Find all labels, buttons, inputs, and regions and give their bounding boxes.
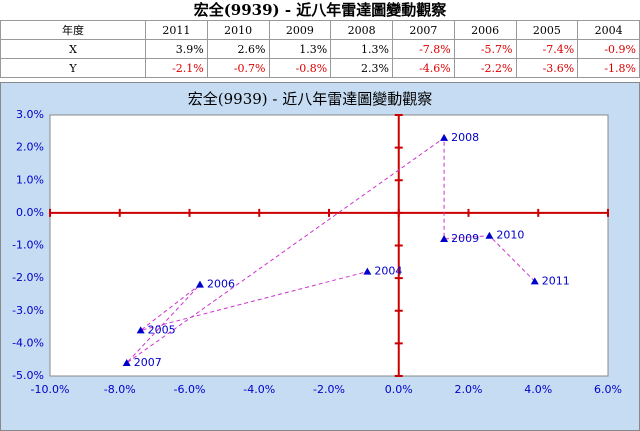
table-cell: -7.8% [392,39,455,59]
table-cell: 2.6% [206,39,270,59]
point-label: 2004 [374,265,402,278]
table-cell: 1.3% [330,39,393,59]
point [122,358,131,366]
table-cell: -1.8% [577,58,640,78]
table-cell: -0.8% [268,58,332,78]
point [363,267,372,275]
table-cell: 2009 [268,20,332,40]
y-tick-label: -4.0% [12,336,44,349]
point [485,231,494,239]
x-tick-label: 4.0% [524,383,552,396]
table-cell: 2011 [145,20,208,40]
table-cell: 2006 [453,20,517,40]
table-cell: 2004 [577,20,640,40]
table-cell: -3.6% [515,58,579,78]
y-tick-label: 2.0% [16,141,44,154]
point-label: 2006 [207,278,235,291]
point-label: 2009 [451,232,479,245]
point [136,326,145,334]
table-cell: 2005 [515,20,579,40]
y-tick-label: -5.0% [12,369,44,382]
table-row: X 3.9% 2.6% 1.3% 1.3% -7.8% -5.7% -7.4% -0.9% [0,39,640,59]
table-cell: -4.6% [392,58,455,78]
y-tick-label: 1.0% [16,173,44,186]
x-tick-label: -6.0% [174,383,206,396]
point-label: 2007 [134,356,162,369]
table-cell: -2.1% [145,58,208,78]
table-cell: 3.9% [145,39,208,59]
table-cell: X [0,39,146,59]
table-cell: 1.3% [268,39,332,59]
table-cell: -0.7% [206,58,270,78]
y-tick-label: 0.0% [16,206,44,219]
connector-line [126,136,536,364]
x-tick-label: -2.0% [313,383,345,396]
table-header: 年度 2011 2010 2009 2008 2007 2006 2005 2004 [0,20,640,40]
table-cell: -0.9% [577,39,640,59]
x-tick-label: 2.0% [455,383,483,396]
point [530,277,539,285]
table-cell: 年度 [0,20,146,40]
table-cell: -2.2% [453,58,517,78]
x-tick-label: -4.0% [243,383,275,396]
data-table: 年度 2011 2010 2009 2008 2007 2006 2005 2004 X 3.9% 2… [0,20,640,78]
point [440,234,449,242]
table-cell: 2008 [330,20,393,40]
point [440,133,449,141]
point-label: 2008 [451,131,479,144]
table-cell: -7.4% [515,39,579,59]
table-cell: 2.3% [330,58,393,78]
y-tick-label: 3.0% [16,108,44,121]
plot-area [49,114,609,377]
table-title: 宏全(9939) - 近八年雷達圖變動觀察 [193,1,447,19]
point-label: 2005 [148,323,176,336]
table-cell: 2010 [206,20,270,40]
point [195,280,204,288]
table-cell: -5.7% [453,39,517,59]
chart-title: 宏全(9939) - 近八年雷達圖變動觀察 [188,90,432,108]
table-cell: 2007 [392,20,455,40]
y-tick-label: -1.0% [12,239,44,252]
point-label: 2011 [542,274,570,287]
x-tick-label: 0.0% [385,383,413,396]
point-label: 2010 [496,229,524,242]
x-tick-label: -8.0% [104,383,136,396]
table-row: Y -2.1% -0.7% -0.8% 2.3% -4.6% -2.2% -3.6% -1.8% [0,58,640,78]
y-tick-label: -2.0% [12,271,44,284]
x-tick-label: 6.0% [594,383,622,396]
table-cell: Y [0,58,146,78]
y-tick-label: -3.0% [12,304,44,317]
x-tick-label: -10.0% [31,383,70,396]
chart: 宏全(9939) - 近八年雷達圖變動觀察 -10.0% -8.0% -6.0% -4… [0,82,640,431]
